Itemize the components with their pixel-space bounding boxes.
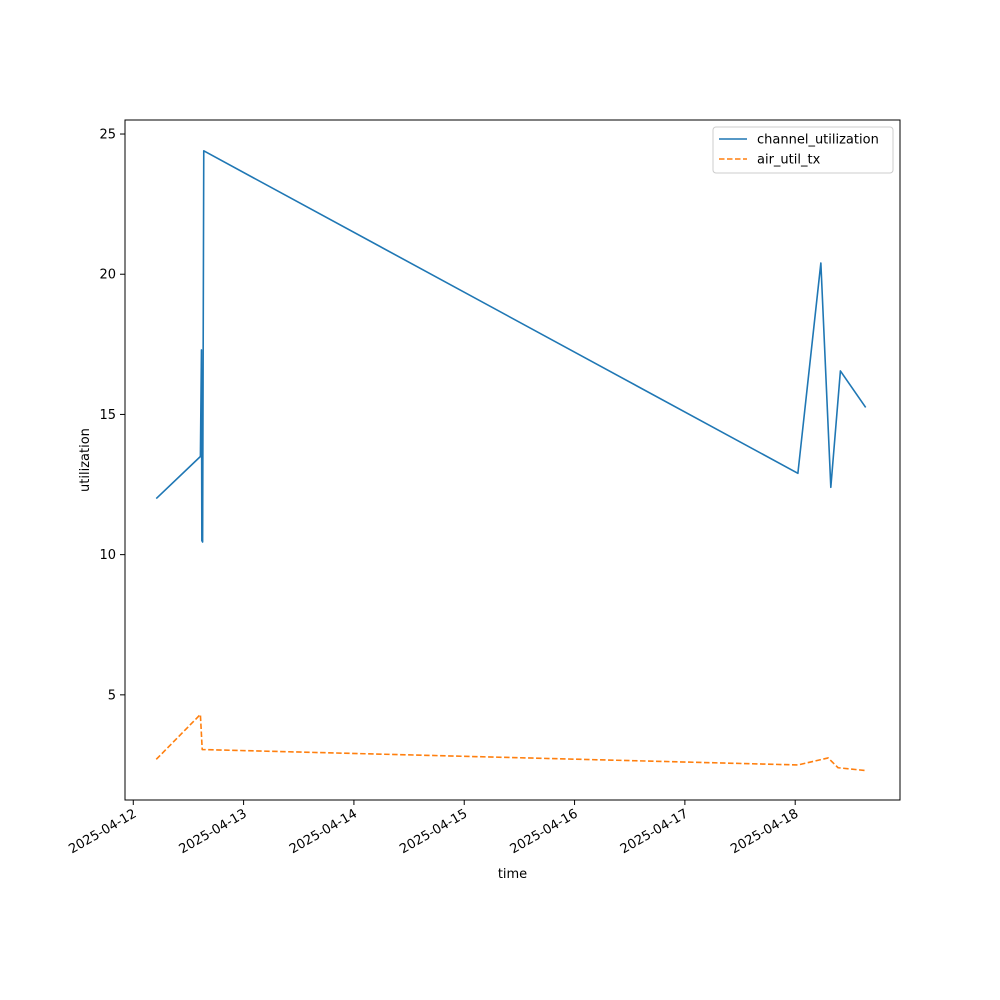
legend-box [712, 126, 894, 174]
y-tick-label: 20 [99, 268, 116, 283]
y-tick-label: 25 [99, 128, 116, 143]
y-axis-label: utilization [78, 428, 93, 492]
legend-label: air_util_tx [757, 153, 821, 168]
series-line-air-util-tx [155, 713, 866, 772]
series-layer [155, 150, 867, 772]
legend: channel_utilization air_util_tx [712, 126, 894, 174]
plot-frame [124, 119, 901, 801]
y-axis: 5 10 15 20 25 [99, 128, 125, 703]
y-tick-label: 15 [99, 408, 116, 423]
y-tick-label: 5 [108, 688, 116, 703]
legend-label: channel_utilization [757, 133, 879, 148]
series-line-channel-utilization [155, 150, 867, 543]
x-axis-label: time [498, 867, 527, 882]
y-tick-label: 10 [99, 548, 116, 563]
